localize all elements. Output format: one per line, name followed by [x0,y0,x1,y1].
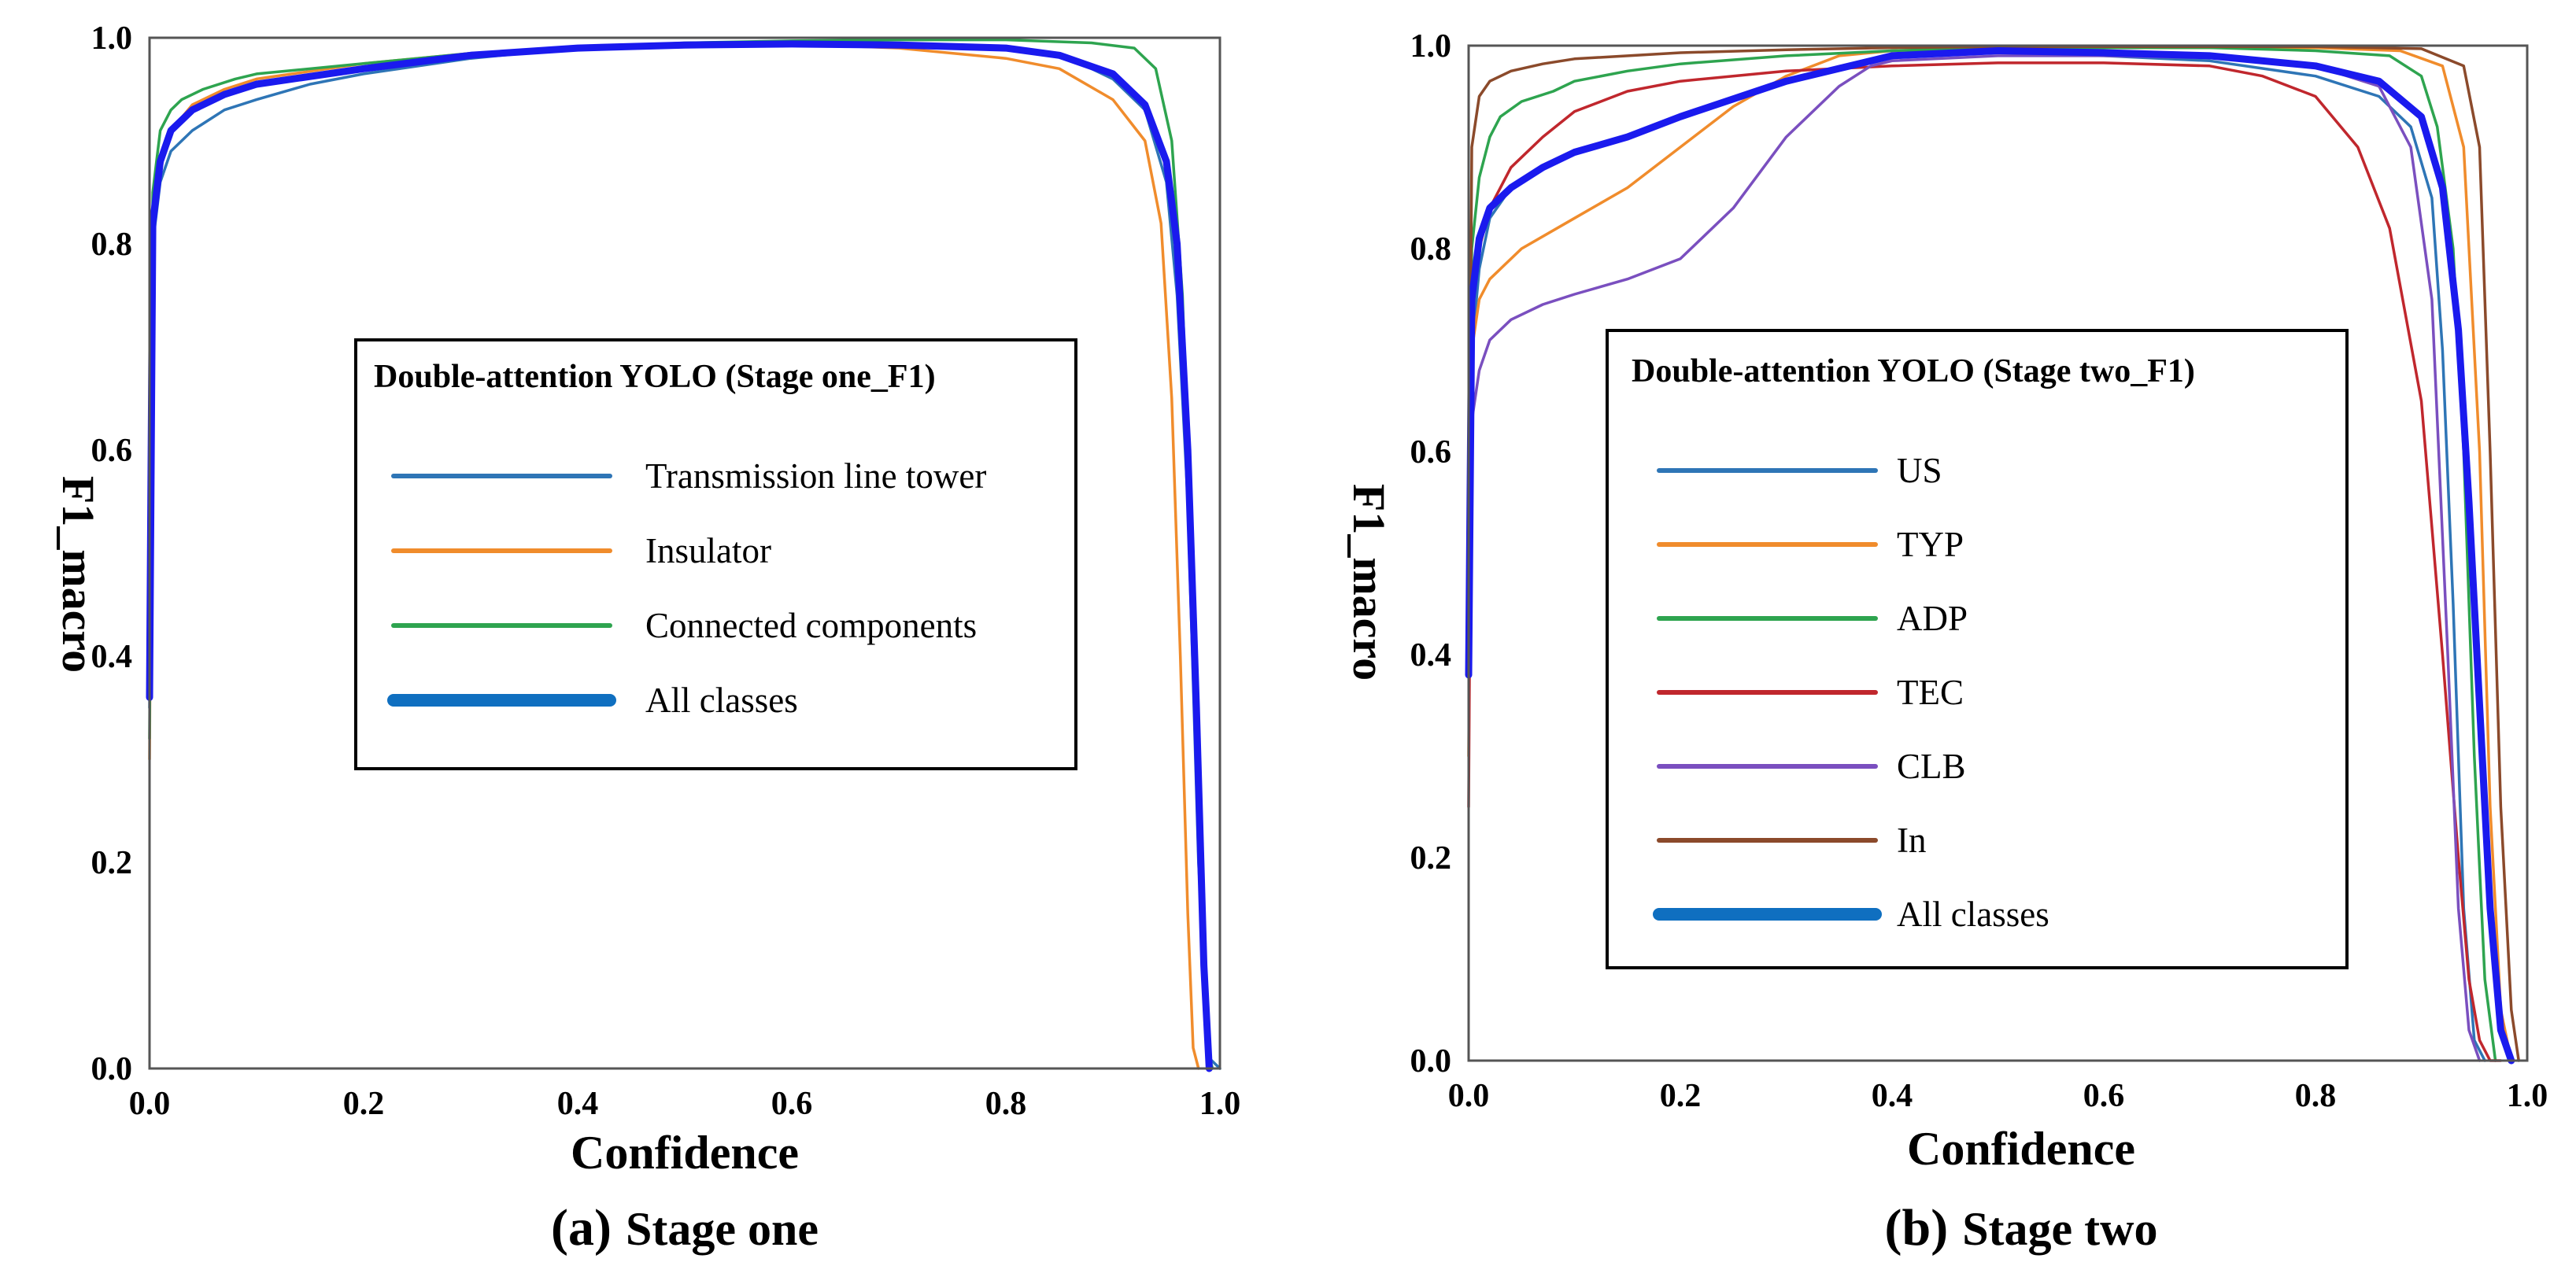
legend-title: Double-attention YOLO (Stage two_F1) [1632,353,2195,389]
caption-letter: (a) [551,1199,612,1257]
legend-label: TEC [1897,673,1964,712]
x-tick-label: 1.0 [2507,1078,2548,1114]
caption-text: Stage two [1962,1203,2157,1255]
y-tick-label: 0.6 [91,433,133,469]
legend-label: TYP [1897,525,1964,564]
legend-label: US [1897,451,1942,490]
x-tick-label: 1.0 [1199,1086,1241,1122]
x-tick-label: 0.0 [129,1086,171,1122]
chart-stage-one: 0.0 0.2 0.4 0.6 0.8 1.0 0.0 0.2 0.4 0.6 0.8 1.0 Co… [53,20,1240,1257]
x-tick-label: 0.6 [771,1086,813,1122]
legend-label: ADP [1897,599,1968,638]
series-line [1467,54,2482,1062]
y-tick-label: 0.4 [1410,637,1452,674]
plot-frame [1467,44,2529,1062]
x-axis-label: Confidence [571,1127,799,1179]
y-tick-label: 0.4 [91,639,133,675]
caption-text: Stage one [626,1203,819,1255]
x-tick-label: 0.8 [2295,1078,2337,1114]
y-axis-label: F1_macro [1343,484,1395,681]
x-tick-label: 0.6 [2083,1078,2125,1114]
legend-label: All classes [1897,895,2049,934]
y-tick-label: 0.8 [91,227,133,263]
legend-label: All classes [645,681,798,720]
caption-letter: (b) [1885,1199,1949,1257]
y-tick-label: 1.0 [91,20,133,57]
x-tick-label: 0.2 [343,1086,385,1122]
x-tick-label: 0.8 [985,1086,1027,1122]
legend-label: CLB [1897,747,1966,786]
series-line [1465,47,2515,1065]
legend-label: Connected components [645,606,977,645]
caption: (b) Stage two [1885,1199,2158,1257]
y-tick-label: 1.0 [1410,28,1452,65]
y-tick-label: 0.6 [1410,434,1452,471]
y-tick-label: 0.2 [91,845,133,881]
y-axis-label: F1_macro [53,476,104,673]
caption: (a) Stage one [551,1199,819,1257]
legend-label: In [1897,821,1927,860]
x-tick-label: 0.2 [1660,1078,1702,1114]
x-tick-label: 0.4 [557,1086,599,1122]
legend-label: Transmission line tower [645,456,986,496]
legend-label: Insulator [645,531,771,570]
series-line [146,40,1213,1072]
series-line [1467,61,2503,1062]
legend-box [1606,329,2349,969]
y-tick-label: 0.0 [91,1051,133,1087]
legend-title: Double-attention YOLO (Stage one_F1) [374,359,936,395]
chart-stage-two: 0.0 0.2 0.4 0.6 0.8 1.0 0.0 0.2 0.4 0.6 0.8 1.0 Co… [1343,28,2548,1257]
x-axis-label: Confidence [1907,1123,2135,1175]
x-tick-label: 0.0 [1448,1078,1490,1114]
y-tick-label: 0.2 [1410,840,1452,877]
y-tick-label: 0.0 [1410,1043,1452,1079]
y-tick-label: 0.8 [1410,231,1452,268]
plot-frame [148,36,1221,1070]
x-tick-label: 0.4 [1872,1078,1913,1114]
